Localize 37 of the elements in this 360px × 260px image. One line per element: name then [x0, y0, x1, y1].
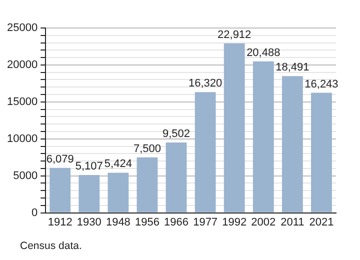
data-label: 16,320	[188, 78, 222, 90]
data-label: 20,488	[246, 46, 280, 59]
bar	[224, 43, 245, 212]
data-label: 18,491	[276, 62, 310, 74]
y-tick-label: 15000	[6, 96, 38, 108]
x-tick-label: 1930	[76, 216, 102, 228]
x-tick-label: 2021	[309, 216, 334, 228]
bar	[50, 168, 71, 212]
bar	[311, 92, 332, 212]
bar	[108, 172, 129, 212]
y-tick-label: 10000	[6, 132, 38, 145]
data-label: 5,424	[104, 158, 132, 170]
data-label: 9,502	[162, 128, 190, 140]
x-tick-label: 1956	[134, 216, 160, 228]
data-label: 6,079	[46, 153, 74, 166]
x-tick-label: 1966	[164, 216, 189, 228]
bar	[78, 175, 100, 212]
y-tick-label: 0	[31, 206, 38, 219]
data-label: 7,500	[133, 142, 161, 155]
x-tick-label: 1992	[222, 216, 247, 228]
x-tick-label: 1948	[106, 216, 130, 228]
y-tick-label: 20000	[6, 58, 38, 71]
data-label: 5,107	[75, 160, 103, 173]
bar	[282, 76, 303, 212]
y-tick-label: 5000	[13, 170, 38, 182]
bar	[194, 92, 216, 212]
x-tick-label: 1912	[48, 216, 72, 228]
data-label: 16,243	[304, 78, 338, 90]
bar	[166, 142, 187, 212]
text: Census data.	[20, 240, 82, 252]
x-tick-label: 1977	[193, 216, 218, 228]
x-tick-label: 2011	[280, 216, 304, 228]
bar	[136, 157, 158, 212]
bar	[252, 61, 274, 212]
y-tick-label: 25000	[6, 22, 38, 34]
x-tick-label: 2002	[251, 216, 276, 228]
data-label: 22,912	[218, 28, 252, 41]
